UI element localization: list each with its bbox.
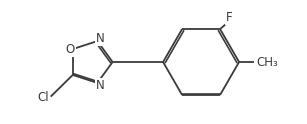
Text: F: F [226,11,233,24]
Text: N: N [96,32,105,45]
Text: N: N [96,79,105,92]
Text: CH₃: CH₃ [256,56,278,68]
Text: Cl: Cl [37,91,49,104]
Text: O: O [66,43,75,56]
